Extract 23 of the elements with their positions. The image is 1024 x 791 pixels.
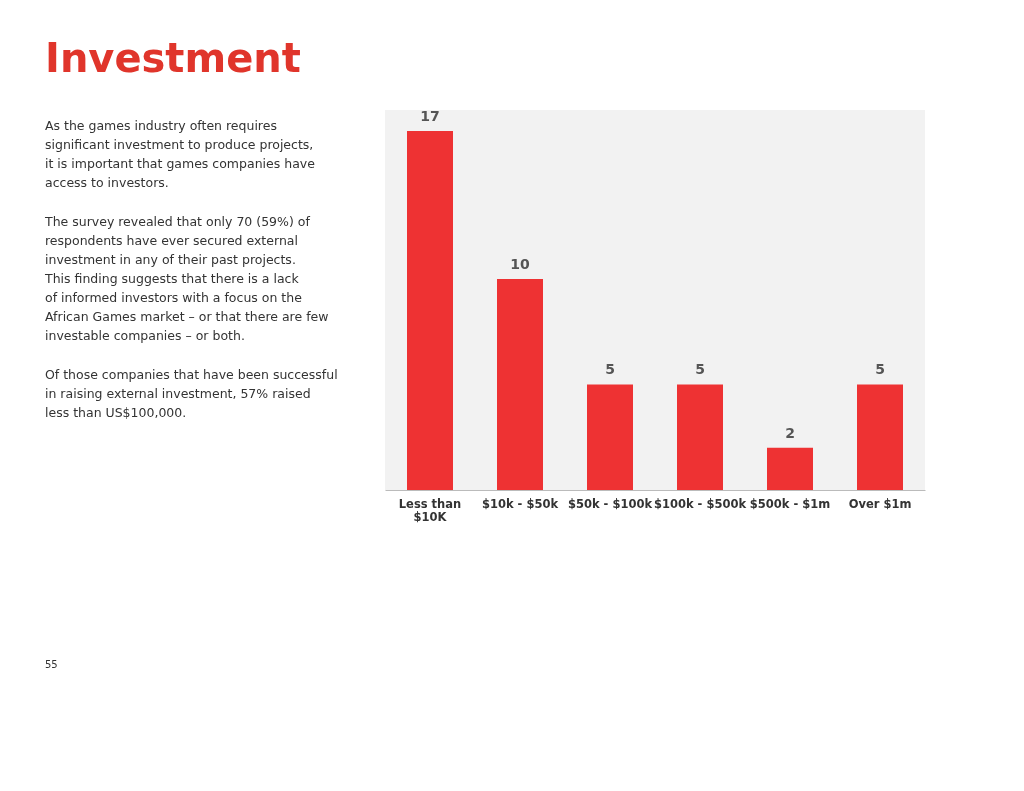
bar	[677, 384, 723, 490]
data-label: 5	[605, 361, 615, 378]
data-label: 10	[510, 255, 530, 272]
bar	[407, 131, 453, 490]
x-tick-label: $100k - $500k	[653, 496, 747, 511]
data-label: 17	[420, 108, 440, 125]
text: Of those companies that have been successful in raising external investment, 57% raised less than US$100,000.	[45, 367, 338, 420]
data-label: 2	[785, 424, 795, 441]
bar	[767, 447, 813, 490]
text: As the games industry often requires significant investment to produce projects, it is important that games companies have access to investors.	[45, 118, 316, 190]
x-tick-label: $50k - $100k	[567, 496, 653, 511]
x-tick-label: Less than $10K	[398, 496, 462, 524]
data-label: 5	[875, 361, 885, 378]
x-tick-label: Over $1m	[848, 496, 912, 511]
data-label: 5	[695, 361, 705, 378]
x-tick-label: $500k - $1m	[749, 496, 831, 511]
text: The survey revealed that only 70 (59%) of respondents have ever secured external investment in any of their past projects. This finding suggests that there is a lack of informed investors with a focus on the African Games market – or that there are few investable companies – or both.	[44, 214, 329, 343]
bar	[857, 384, 903, 490]
bar	[497, 278, 543, 490]
x-tick-label: $10k - $50k	[481, 496, 559, 511]
chart-title: Investment	[45, 35, 301, 81]
text: 55	[45, 659, 58, 670]
bar	[587, 384, 633, 490]
